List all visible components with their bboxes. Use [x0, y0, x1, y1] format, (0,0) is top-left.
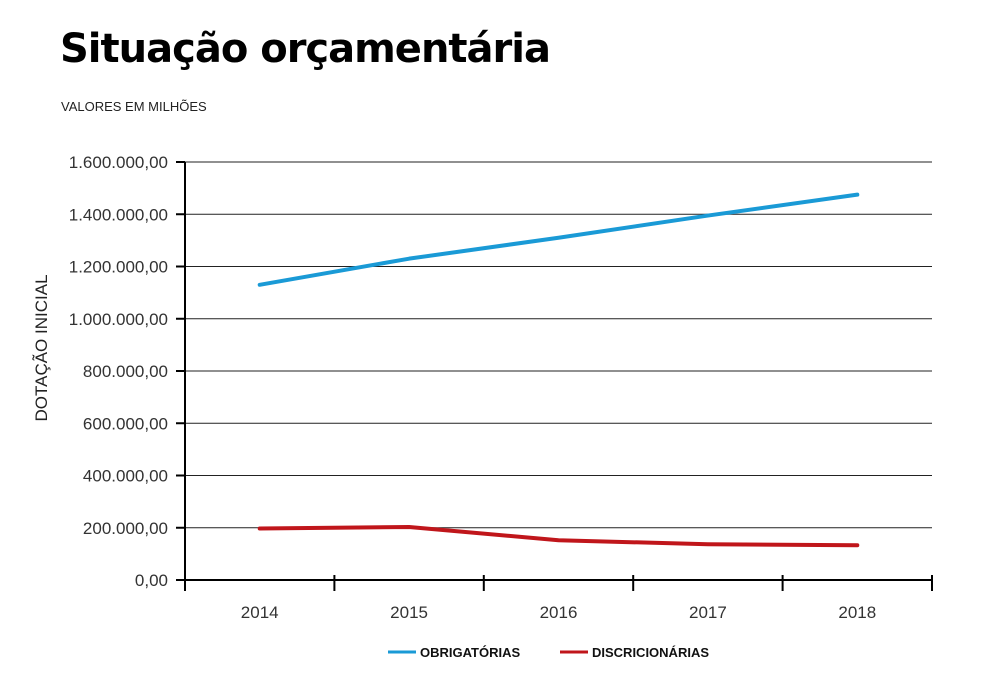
- y-axis-tick-labels: 0,00 200.000,00 400.000,00 600.000,00 800.00…: [69, 153, 186, 591]
- x-tick-label: 2015: [390, 603, 428, 622]
- x-tick-label: 2016: [540, 603, 578, 622]
- series-line-0: [257, 192, 860, 287]
- legend: OBRIGATÓRIAS DISCRICIONÁRIAS: [388, 645, 709, 660]
- y-tick-label: 600.000,00: [83, 414, 168, 433]
- x-axis: 2014 2015 2016 2017 2018: [184, 575, 933, 622]
- y-tick-label: 400.000,00: [83, 467, 168, 486]
- chart-subtitle: VALORES EM MILHÕES: [61, 99, 207, 114]
- x-tick-label: 2017: [689, 603, 727, 622]
- legend-label: DISCRICIONÁRIAS: [592, 645, 709, 660]
- y-tick-label: 1.600.000,00: [69, 153, 168, 172]
- x-tick-label: 2018: [838, 603, 876, 622]
- series-line-1: [257, 524, 860, 548]
- y-tick-label: 0,00: [135, 571, 168, 590]
- gridlines: [185, 161, 932, 529]
- y-tick-label: 200.000,00: [83, 519, 168, 538]
- y-tick-label: 1.200.000,00: [69, 258, 168, 277]
- y-tick-label: 800.000,00: [83, 362, 168, 381]
- y-tick-label: 1.000.000,00: [69, 310, 168, 329]
- x-tick-label: 2014: [241, 603, 279, 622]
- y-tick-label: 1.400.000,00: [69, 205, 168, 224]
- series-lines: [257, 192, 860, 548]
- y-axis-label: DOTAÇÃO INICIAL: [32, 274, 51, 421]
- legend-label: OBRIGATÓRIAS: [420, 645, 520, 660]
- chart-title: Situação orçamentária: [60, 26, 551, 72]
